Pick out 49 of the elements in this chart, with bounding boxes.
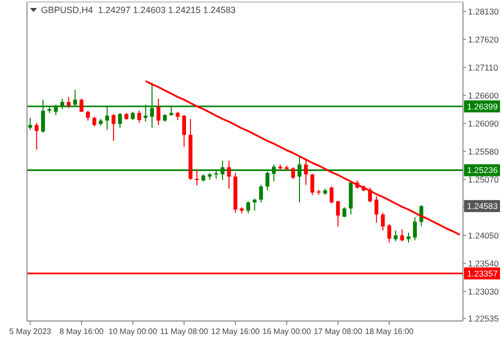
candlestick <box>387 223 392 243</box>
y-tick-label: 1.25580 <box>468 146 499 156</box>
candlestick <box>118 112 122 128</box>
candlestick <box>194 168 199 186</box>
candlestick <box>34 122 39 150</box>
ref-line-label: 1.23357 <box>467 268 498 278</box>
ref-line-label: 1.25236 <box>467 165 498 176</box>
candlestick <box>86 110 90 122</box>
y-tick-label: 1.27620 <box>468 34 499 44</box>
candlestick <box>252 198 257 212</box>
candlestick <box>412 216 417 241</box>
line-series <box>144 80 461 236</box>
candlestick <box>227 160 231 190</box>
candlestick <box>400 228 404 242</box>
candlestick <box>336 200 340 228</box>
annotation: 1.24583 <box>467 201 498 212</box>
candlestick <box>310 173 314 196</box>
y-tick-label: 1.24050 <box>468 230 499 240</box>
x-tick-label: 8 May 16:00 <box>59 327 104 336</box>
candlestick <box>406 232 410 243</box>
x-tick-label: 11 May 08:00 <box>160 327 209 336</box>
x-tick-label: 17 May 08:00 <box>314 327 363 336</box>
chart-title: GBPUSD,H4 1.24297 1.24603 1.24215 1.24583 <box>41 5 236 15</box>
candlestick <box>182 114 186 148</box>
ref-line-label: 1.26399 <box>467 101 498 112</box>
candlestick <box>80 98 84 112</box>
candlestick <box>304 159 308 186</box>
candlestick <box>330 186 334 204</box>
y-tick-label: 1.28130 <box>468 6 499 16</box>
x-tick-label: 18 May 16:00 <box>365 327 414 336</box>
candlestick <box>259 184 263 203</box>
candlestick <box>380 212 385 231</box>
candlestick <box>374 196 378 224</box>
y-tick-label: 1.27110 <box>468 62 498 72</box>
candlestick <box>112 114 116 142</box>
x-tick-label: 12 May 16:00 <box>211 327 260 336</box>
y-tick-label: 1.23030 <box>468 286 499 296</box>
x-tick-label: 5 May 2023 <box>9 327 52 336</box>
y-tick-label: 1.23540 <box>468 258 499 268</box>
candlestick <box>156 98 160 126</box>
candlestick <box>66 96 71 108</box>
y-tick-label: 1.26600 <box>468 90 499 100</box>
candlestick <box>342 206 346 218</box>
y-tick-label: 1.25070 <box>468 174 499 184</box>
x-tick-label: 16 May 00:00 <box>262 327 312 336</box>
x-tick-label: 10 May 00:00 <box>108 327 158 336</box>
y-tick-label: 1.26090 <box>468 118 499 128</box>
y-tick-label: 1.22535 <box>468 314 499 324</box>
candlestick <box>291 166 296 180</box>
